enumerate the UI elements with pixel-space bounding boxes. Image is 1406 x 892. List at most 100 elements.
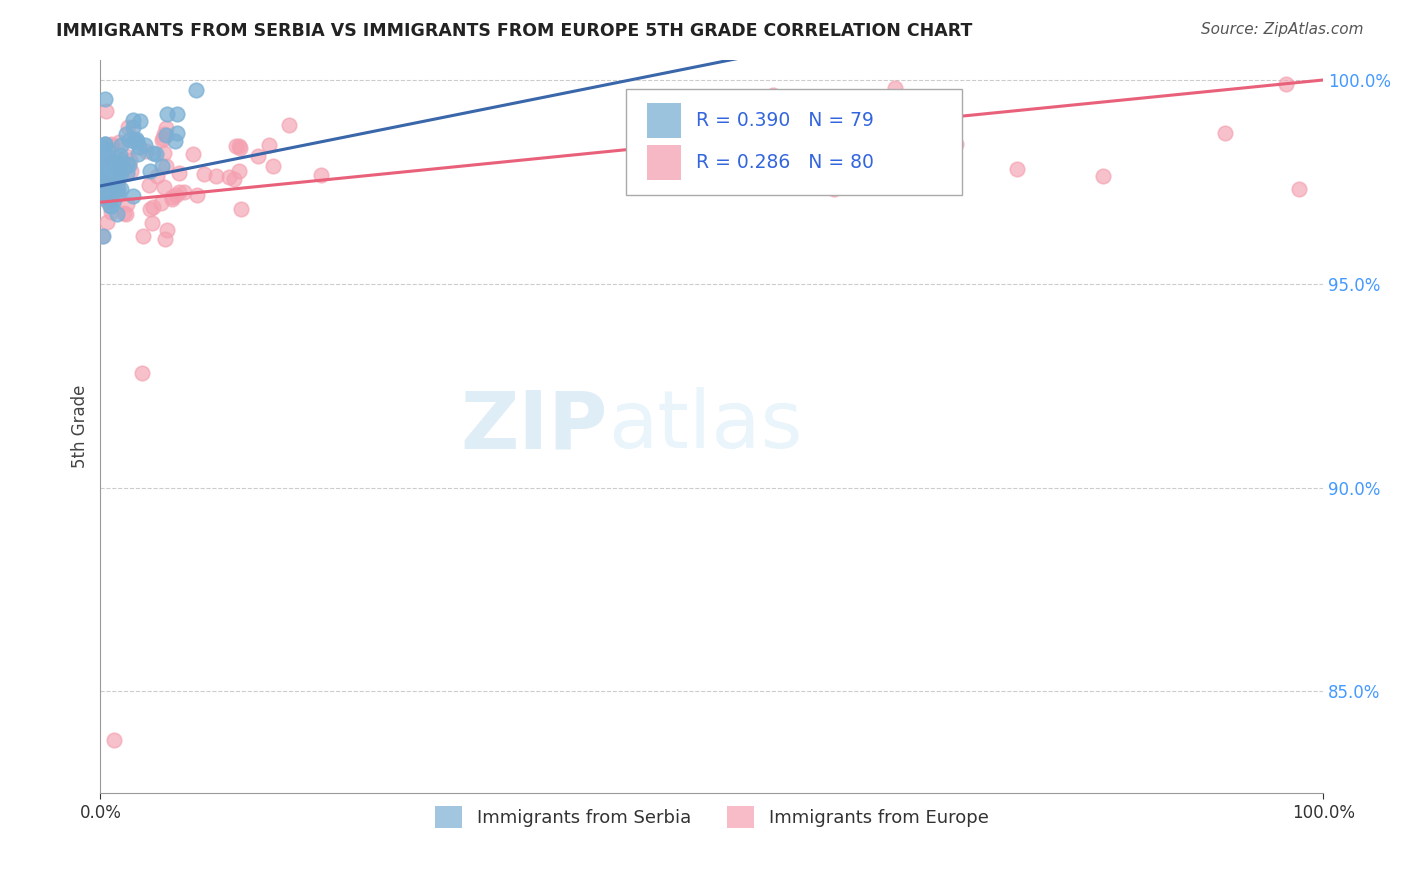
Text: R = 0.390   N = 79: R = 0.390 N = 79 [696, 111, 873, 130]
Point [117, 156, 139, 170]
Point [103, 180, 125, 194]
Point [91, 188, 114, 202]
Point [122, 120, 145, 134]
Point [97, 172, 120, 186]
Point [262, 159, 284, 173]
Point [110, 153, 132, 167]
Point [98, 189, 121, 203]
Point [884, 80, 907, 95]
Point [160, 189, 183, 203]
Point [115, 196, 138, 211]
Point [90, 173, 112, 187]
Point [193, 167, 215, 181]
Point [93, 186, 115, 201]
Point [166, 126, 188, 140]
Point [257, 137, 280, 152]
Point [101, 155, 124, 169]
Point [125, 132, 148, 146]
Point [117, 120, 139, 134]
Point [105, 207, 128, 221]
Point [146, 169, 169, 183]
Point [90, 174, 112, 188]
Point [108, 148, 131, 162]
Point [142, 201, 165, 215]
Point [115, 207, 138, 221]
Point [90, 190, 112, 204]
Point [98, 165, 121, 179]
Point [141, 216, 163, 230]
Legend: Immigrants from Serbia, Immigrants from Europe: Immigrants from Serbia, Immigrants from … [427, 799, 995, 836]
Point [762, 87, 785, 102]
Point [98, 171, 121, 186]
Point [142, 146, 165, 161]
Point [150, 195, 173, 210]
Point [162, 192, 184, 206]
Y-axis label: 5th Grade: 5th Grade [72, 384, 89, 468]
Point [100, 205, 122, 219]
Point [94, 189, 117, 203]
Point [94, 160, 117, 174]
Point [848, 148, 870, 162]
Point [134, 138, 156, 153]
Point [90, 179, 112, 194]
Point [247, 149, 270, 163]
Point [100, 199, 122, 213]
Point [110, 182, 132, 196]
Point [166, 188, 188, 202]
Point [90, 149, 112, 163]
Point [93, 169, 115, 183]
Point [1092, 169, 1115, 184]
Point [118, 158, 141, 172]
Point [127, 147, 149, 161]
Point [93, 142, 115, 156]
Point [152, 131, 174, 145]
Point [107, 158, 129, 172]
Point [91, 178, 114, 192]
Point [218, 169, 240, 184]
Text: IMMIGRANTS FROM SERBIA VS IMMIGRANTS FROM EUROPE 5TH GRADE CORRELATION CHART: IMMIGRANTS FROM SERBIA VS IMMIGRANTS FRO… [56, 22, 973, 40]
Point [107, 182, 129, 196]
Point [90, 160, 112, 174]
Point [139, 202, 162, 216]
Point [128, 140, 150, 154]
Point [114, 127, 136, 141]
Point [228, 138, 250, 153]
Point [97, 194, 120, 209]
Point [132, 229, 155, 244]
Point [110, 138, 132, 153]
Point [110, 168, 132, 182]
Point [107, 153, 129, 167]
Point [231, 202, 253, 216]
Point [105, 162, 128, 177]
Point [169, 165, 191, 179]
Point [97, 161, 120, 176]
Point [94, 92, 117, 106]
Point [128, 114, 150, 128]
Point [1275, 77, 1298, 91]
Point [110, 157, 132, 171]
Point [153, 127, 176, 141]
Point [155, 120, 177, 135]
Point [112, 205, 135, 219]
Point [94, 168, 117, 182]
Point [114, 149, 136, 163]
Point [97, 149, 120, 163]
Point [98, 165, 121, 179]
Point [90, 139, 112, 153]
Point [117, 166, 139, 180]
Point [101, 138, 124, 153]
Point [90, 145, 112, 159]
Point [122, 189, 145, 203]
Point [135, 144, 157, 158]
Point [93, 161, 115, 176]
Point [1213, 126, 1236, 140]
Point [118, 133, 141, 147]
Point [91, 185, 114, 199]
Point [91, 150, 114, 164]
Point [90, 151, 112, 165]
Bar [647, 103, 681, 138]
Point [145, 147, 167, 161]
Point [94, 173, 117, 187]
Point [228, 164, 250, 178]
Point [229, 141, 252, 155]
